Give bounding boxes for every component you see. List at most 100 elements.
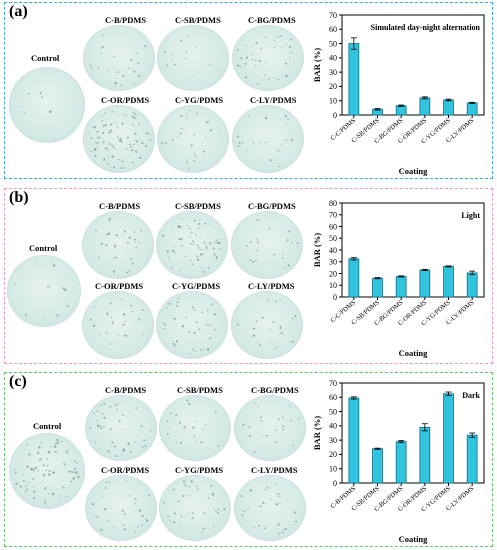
y-tick-label: 30 [329, 258, 337, 267]
petri-dish [234, 395, 306, 461]
colony-dots [162, 218, 222, 273]
bar [372, 448, 383, 484]
petri-dish [234, 475, 306, 541]
bar [395, 276, 407, 298]
dish-label: C-YG/PDMS [175, 95, 224, 105]
bar-chart: 0 10 20 30 40 50 60 70 80 BAR (%) Light C-C/PDMS C-S… [308, 197, 490, 359]
y-tick-label: 60 [329, 393, 337, 402]
petri-dish [157, 105, 229, 173]
y-tick-label: 60 [329, 25, 337, 34]
plot-frame [341, 14, 485, 116]
bar [443, 266, 454, 298]
bar [443, 393, 454, 484]
y-tick-label: 70 [329, 211, 337, 220]
petri-dish [85, 475, 157, 541]
colony-dots [236, 34, 293, 85]
dish-label: C-B/PDMS [105, 385, 147, 395]
colony-dots [21, 92, 52, 114]
colony-dots [163, 298, 216, 355]
petri-dish [232, 25, 304, 91]
colony-dots [91, 480, 150, 533]
petri-dish [159, 395, 231, 461]
chart-svg: 0 10 20 30 40 50 60 70 BAR (%) Simulated day-nigh… [312, 11, 485, 176]
y-tick-label: 10 [329, 465, 337, 474]
panel-tag: (c) [9, 373, 27, 390]
colony-dots [89, 402, 152, 457]
bar [419, 269, 431, 298]
colony-dots [90, 298, 144, 345]
bar [395, 105, 407, 116]
petri-dish [232, 105, 304, 173]
y-tick-label: 40 [329, 54, 337, 63]
dish-label: C-BG/PDMS [248, 15, 296, 25]
y-axis-label: BAR (%) [312, 233, 322, 267]
y-tick-label: 30 [329, 68, 337, 77]
chart-title: Simulated day-night alternation [371, 23, 481, 32]
colony-dots [246, 218, 299, 269]
control-dish [7, 255, 81, 327]
bar-chart: 0 10 20 30 40 50 60 70 BAR (%) Simulated day-nigh… [308, 9, 490, 177]
y-axis-label: BAR (%) [312, 416, 322, 450]
control-label: Control [29, 243, 58, 253]
colony-dots [236, 298, 297, 350]
bar [348, 43, 360, 116]
chart-title: Dark [462, 391, 480, 400]
dish-label: C-B/PDMS [99, 201, 141, 211]
petri-dish [156, 291, 228, 359]
colony-dots [166, 399, 220, 447]
bar [372, 277, 383, 298]
y-tick-label: 20 [329, 82, 337, 91]
y-tick-label: 0 [333, 479, 337, 488]
petri-dish [82, 211, 154, 279]
petri-dish [159, 475, 231, 541]
colony-dots [163, 34, 220, 74]
bar [466, 102, 478, 116]
panel-b: (b) Control C-B/PDMS C-SB/PDMS C-BG/PDMS… [4, 188, 493, 364]
y-tick-label: 10 [329, 281, 337, 290]
colony-dots [14, 264, 69, 320]
petri-dish [83, 105, 155, 173]
chart-title: Light [461, 211, 480, 220]
y-tick-label: 30 [329, 436, 337, 445]
panel-tag: (a) [9, 3, 28, 20]
x-axis-label: Coating [399, 348, 429, 358]
dish-label: C-BG/PDMS [248, 201, 296, 211]
dish-label: C-BG/PDMS [251, 385, 299, 395]
y-tick-label: 70 [329, 11, 337, 20]
dish-label: C-LY/PDMS [251, 465, 298, 475]
y-tick-label: 40 [329, 422, 337, 431]
petri-dish [85, 395, 157, 461]
y-tick-label: 50 [329, 234, 337, 243]
colony-dots [236, 115, 294, 167]
y-tick-label: 50 [329, 39, 337, 48]
dish-label: C-SB/PDMS [177, 385, 223, 395]
colony-dots [240, 483, 298, 535]
y-tick-label: 0 [333, 111, 337, 120]
control-label: Control [33, 421, 62, 431]
bar [348, 397, 360, 484]
dish-label: C-SB/PDMS [175, 201, 221, 211]
petri-dish [231, 211, 303, 279]
dish-label: C-LY/PDMS [248, 281, 295, 291]
y-tick-label: 0 [333, 293, 337, 302]
y-tick-label: 70 [329, 379, 337, 388]
bar [419, 97, 431, 116]
y-axis-label: BAR (%) [312, 48, 322, 82]
dish-label: C-LY/PDMS [250, 95, 297, 105]
dish-label: C-YG/PDMS [172, 281, 221, 291]
panel-a: (a) Control C-B/PDMS C-SB/PDMS C-BG/PDMS… [4, 2, 493, 179]
bar [466, 272, 478, 298]
bar-chart: 0 10 20 30 40 50 60 70 BAR (%) Dark C-B/PDMS C-SB/P… [308, 377, 490, 545]
y-tick-label: 40 [329, 246, 337, 255]
dish-label: C-OR/PDMS [101, 95, 150, 105]
y-tick-label: 60 [329, 222, 337, 231]
y-tick-label: 80 [329, 199, 337, 208]
dish-label: C-SB/PDMS [175, 15, 221, 25]
colony-dots [242, 402, 300, 453]
y-tick-label: 20 [329, 269, 337, 278]
bar [348, 258, 360, 298]
x-axis-label: Coating [399, 534, 429, 544]
dish-label: C-B/PDMS [105, 15, 147, 25]
panel-c: (c) Control C-B/PDMS C-SB/PDMS C-BG/PDMS… [4, 372, 493, 547]
